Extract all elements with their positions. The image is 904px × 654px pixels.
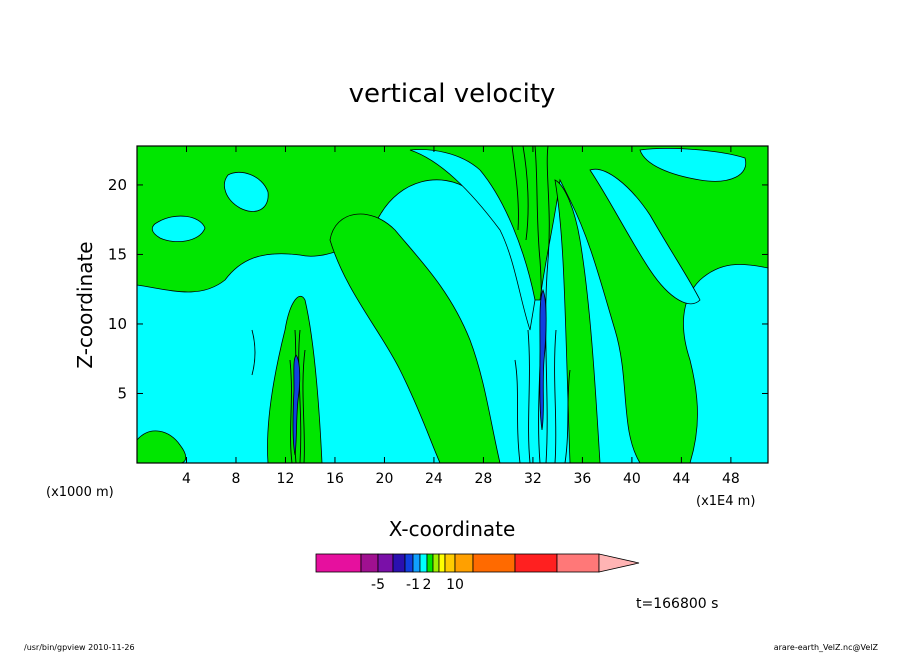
plot-area [137, 146, 768, 463]
colorbar-swatch [412, 553, 421, 573]
colorbar-tick-label: -5 [371, 577, 385, 593]
colorbar-labels: -5 -1 2 10 [371, 577, 464, 593]
y-tick-label: 20 [108, 176, 127, 194]
x-axis-label: X-coordinate [389, 517, 516, 541]
colorbar-swatch [360, 553, 379, 573]
x-tick-label: 44 [672, 471, 690, 487]
x-tick-label: 32 [524, 471, 542, 487]
updraft-column-right [511, 146, 571, 463]
contour-region-positive [554, 179, 601, 463]
colorbar-swatch [454, 553, 474, 573]
x-tick-label: 12 [277, 471, 295, 487]
x-axis-unit-right: (x1E4 m) [696, 494, 755, 509]
colorbar-swatch [472, 553, 516, 573]
contour-region-negative [224, 171, 269, 212]
contour-region-positive [137, 146, 768, 463]
footer-left: /usr/bin/gpview 2010-11-26 [24, 643, 135, 652]
x-axis: 4 8 12 16 20 24 28 32 36 40 44 48 [182, 146, 740, 487]
colorbar-tick-label: -1 [406, 577, 420, 593]
x-axis-unit-left: (x1000 m) [46, 485, 114, 500]
y-axis: 5 10 15 20 [108, 176, 768, 402]
colorbar-swatch [432, 553, 440, 573]
y-tick-label: 15 [108, 245, 127, 263]
x-tick-label: 4 [182, 471, 191, 487]
contour-region-positive [329, 213, 501, 463]
colorbar-tick-label: 2 [423, 577, 432, 593]
contour-region-negative [409, 149, 536, 331]
x-tick-label: 40 [623, 471, 641, 487]
contour-region-negative [151, 215, 206, 243]
plot-frame [136, 145, 769, 464]
y-axis-label: Z-coordinate [73, 241, 97, 368]
colorbar [315, 553, 640, 573]
time-label: t=166800 s [636, 596, 718, 612]
colorbar-swatch [438, 553, 446, 573]
y-tick-label: 5 [117, 384, 127, 402]
colorbar-extend-arrow [598, 553, 640, 573]
x-tick-label: 48 [722, 471, 740, 487]
colorbar-tick-label: 10 [446, 577, 464, 593]
footer-right: arare-earth_VelZ.nc@VelZ [774, 643, 879, 652]
x-tick-label: 36 [573, 471, 591, 487]
x-tick-label: 24 [425, 471, 443, 487]
x-tick-label: 28 [475, 471, 493, 487]
colorbar-swatch [377, 553, 394, 573]
colorbar-swatch [426, 553, 434, 573]
colorbar-swatch [444, 553, 456, 573]
updraft-core-right [539, 288, 547, 431]
y-tick-label: 10 [108, 315, 127, 333]
x-tick-label: 16 [326, 471, 344, 487]
contour-region-negative [639, 148, 747, 182]
colorbar-swatch [419, 553, 428, 573]
updraft-core-left [292, 354, 301, 456]
colorbar-swatch [404, 553, 414, 573]
colorbar-swatch [514, 553, 558, 573]
x-tick-label: 20 [376, 471, 394, 487]
chart-title: vertical velocity [349, 79, 556, 109]
colorbar-swatch [392, 553, 406, 573]
contour-region-negative [589, 168, 701, 305]
colorbar-swatch [556, 553, 600, 573]
x-tick-label: 8 [232, 471, 241, 487]
colorbar-swatch [315, 553, 362, 573]
